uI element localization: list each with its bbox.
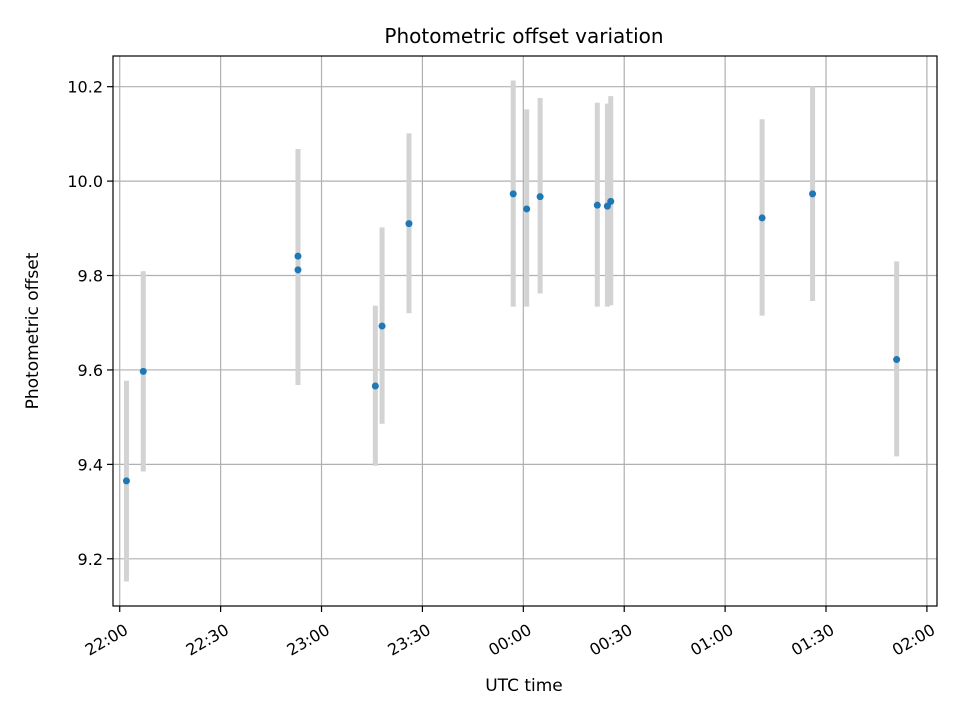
data-point [139,367,147,375]
data-point [809,190,817,198]
x-tick-label: 23:00 [283,620,332,660]
y-tick-label: 9.8 [78,267,103,286]
data-points [122,190,901,485]
data-point [405,220,413,228]
x-tick-label: 23:30 [384,620,433,660]
x-tick-label: 01:00 [687,620,736,660]
data-point [509,190,517,198]
data-point [122,477,130,485]
y-tick-label: 10.0 [67,172,103,191]
data-point [378,322,386,330]
y-tick-label: 10.2 [67,78,103,97]
data-point [371,382,379,390]
data-point [294,252,302,260]
data-point [893,356,901,364]
chart-title: Photometric offset variation [384,24,663,48]
y-tick-label: 9.6 [78,361,103,380]
x-tick-label: 01:30 [788,620,837,660]
data-point [536,193,544,201]
x-tick-label: 00:00 [485,620,534,660]
data-point [523,205,531,213]
data-point [758,214,766,222]
y-axis-title: Photometric offset [23,252,43,409]
x-tick-label: 22:00 [82,620,131,660]
plot-frame [112,55,938,607]
y-axis-ticks: 9.2 9.4 9.6 9.8 10.0 10.2 [67,78,113,569]
y-tick-label: 9.4 [78,455,103,474]
x-tick-label: 22:30 [183,620,232,660]
y-tick-label: 9.2 [78,550,103,569]
error-bars [123,80,900,582]
x-tick-label: 00:30 [586,620,635,660]
x-axis-ticks: 22:00 22:30 23:00 23:30 00:00 00:30 01:00 01:30… [82,606,938,660]
x-axis-title: UTC time [485,676,563,696]
x-tick-label: 02:00 [889,620,938,660]
data-point [593,201,601,209]
data-point [607,197,615,205]
data-point [294,266,302,274]
